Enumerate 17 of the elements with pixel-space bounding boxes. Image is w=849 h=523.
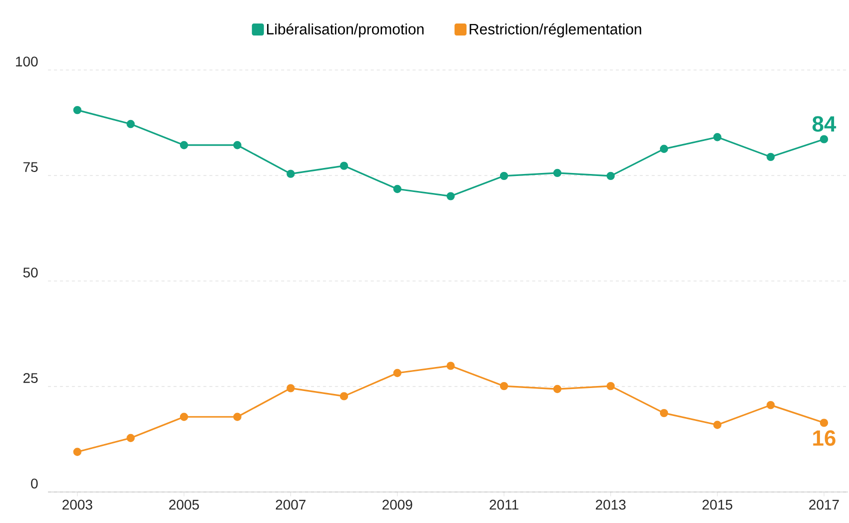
y-tick-label: 50: [23, 268, 38, 278]
legend-label: Restriction/réglementation: [470, 23, 642, 38]
x-tick-label: 2011: [490, 500, 518, 510]
x-tick-label: 2005: [169, 500, 199, 510]
y-tick-label: 0: [31, 478, 38, 488]
annotation: 16: [813, 430, 836, 446]
x-tick-label: 2009: [382, 500, 412, 510]
legend-label: Libéralisation/promotion: [267, 23, 424, 38]
x-tick-label: 2017: [809, 500, 839, 510]
x-tick-label: 2015: [702, 500, 732, 510]
x-tick-label: 2007: [276, 500, 306, 510]
x-tick-label: 2003: [62, 500, 92, 510]
y-tick-label: 75: [23, 162, 38, 172]
y-tick-label: 100: [16, 56, 38, 66]
annotation: 84: [812, 116, 836, 132]
y-tick-label: 25: [23, 373, 38, 383]
x-tick-label: 2013: [596, 500, 626, 510]
